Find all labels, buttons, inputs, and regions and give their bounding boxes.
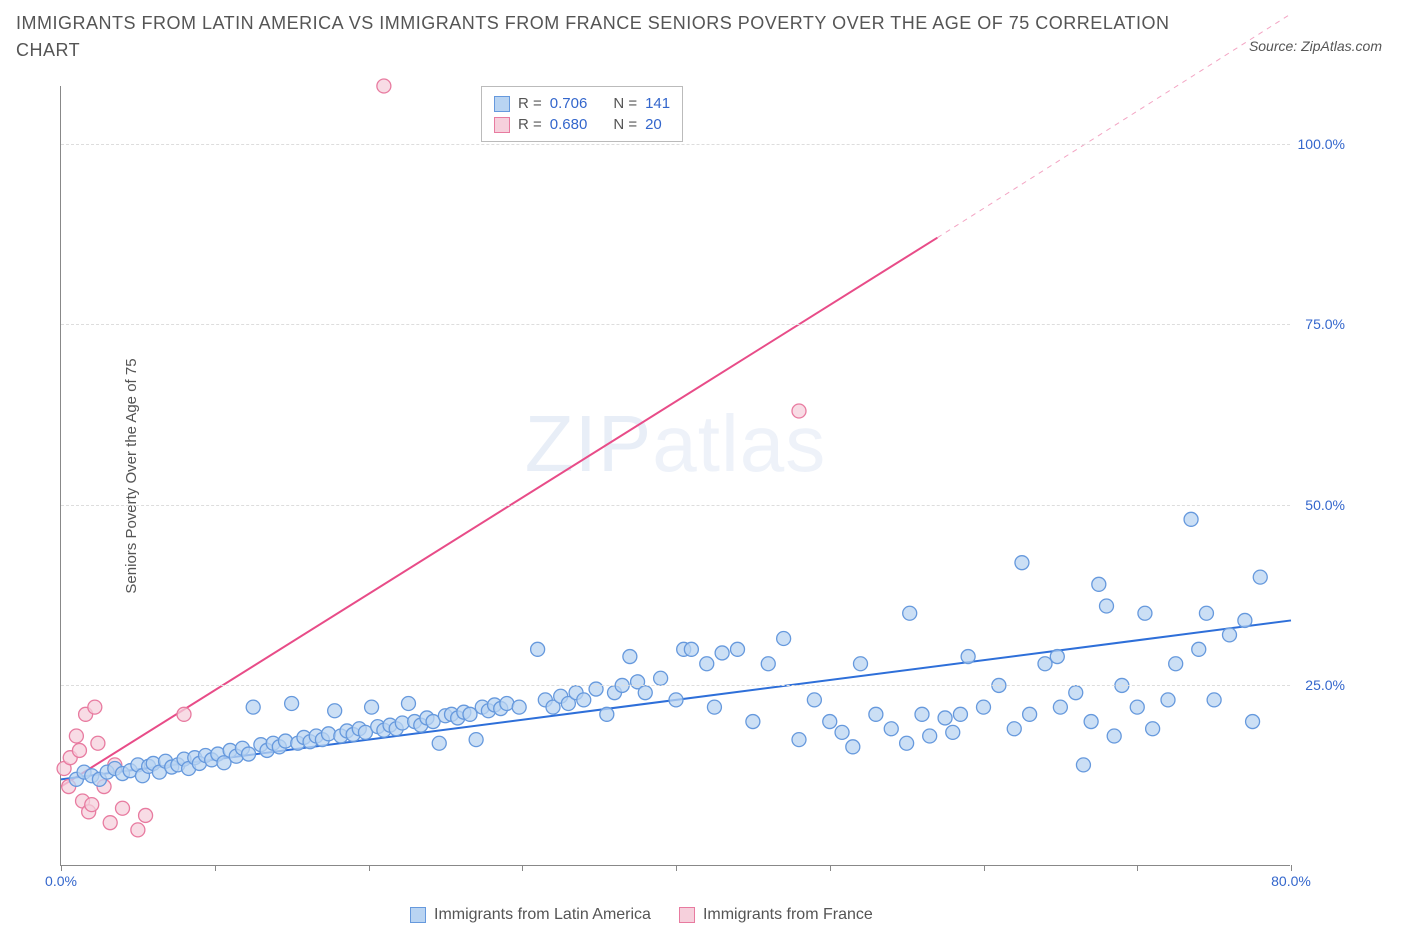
x-tick bbox=[522, 865, 523, 871]
swatch-latin-icon bbox=[410, 907, 426, 923]
x-tick bbox=[1137, 865, 1138, 871]
legend-label-latin: Immigrants from Latin America bbox=[434, 906, 651, 924]
bottom-legend: Immigrants from Latin America Immigrants… bbox=[410, 906, 873, 924]
n-label: N = bbox=[613, 95, 637, 112]
x-tick-label: 80.0% bbox=[1271, 873, 1311, 889]
y-tick-label: 75.0% bbox=[1305, 316, 1345, 332]
r-value-france: 0.680 bbox=[550, 116, 588, 133]
stats-legend: R = 0.706 N = 141 R = 0.680 N = 20 bbox=[481, 86, 683, 142]
chart-container: Seniors Poverty Over the Age of 75 ZIPat… bbox=[52, 86, 1342, 866]
plot-area: ZIPatlas R = 0.706 N = 141 R = 0.680 N =… bbox=[60, 86, 1290, 866]
swatch-france bbox=[494, 117, 510, 133]
gridline-h bbox=[61, 144, 1290, 145]
x-tick bbox=[369, 865, 370, 871]
y-tick-label: 25.0% bbox=[1305, 677, 1345, 693]
legend-label-france: Immigrants from France bbox=[703, 906, 873, 924]
source-attribution: Source: ZipAtlas.com bbox=[1249, 38, 1382, 54]
r-value-latin: 0.706 bbox=[550, 95, 588, 112]
r-label: R = bbox=[518, 116, 542, 133]
legend-item-latin: Immigrants from Latin America bbox=[410, 906, 651, 924]
x-tick bbox=[1291, 865, 1292, 871]
legend-item-france: Immigrants from France bbox=[679, 906, 873, 924]
x-tick bbox=[61, 865, 62, 871]
gridline-h bbox=[61, 685, 1290, 686]
gridline-h bbox=[61, 505, 1290, 506]
x-tick bbox=[215, 865, 216, 871]
scatter-svg bbox=[61, 86, 1290, 865]
x-tick bbox=[984, 865, 985, 871]
y-tick-label: 50.0% bbox=[1305, 497, 1345, 513]
stats-row-latin: R = 0.706 N = 141 bbox=[494, 93, 670, 114]
n-label: N = bbox=[613, 116, 637, 133]
x-tick-label: 0.0% bbox=[45, 873, 77, 889]
page-title: IMMIGRANTS FROM LATIN AMERICA VS IMMIGRA… bbox=[16, 10, 1206, 64]
gridline-h bbox=[61, 324, 1290, 325]
y-tick-label: 100.0% bbox=[1298, 136, 1345, 152]
n-value-latin: 141 bbox=[645, 95, 670, 112]
x-tick bbox=[676, 865, 677, 871]
swatch-france-icon bbox=[679, 907, 695, 923]
n-value-france: 20 bbox=[645, 116, 662, 133]
swatch-latin bbox=[494, 96, 510, 112]
stats-row-france: R = 0.680 N = 20 bbox=[494, 114, 670, 135]
r-label: R = bbox=[518, 95, 542, 112]
x-tick bbox=[830, 865, 831, 871]
